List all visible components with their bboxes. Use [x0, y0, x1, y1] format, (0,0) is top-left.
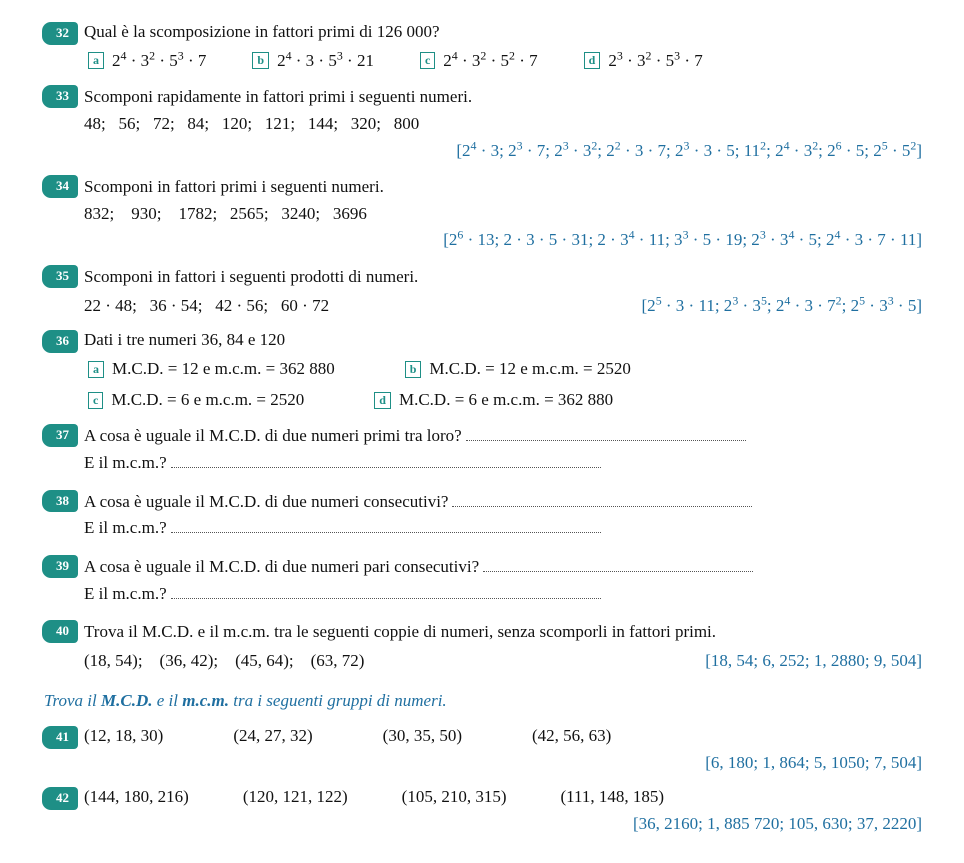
- exercise-number: 39: [42, 555, 78, 578]
- choice-c[interactable]: c M.C.D. = 6 e m.c.m. = 2520: [88, 388, 304, 413]
- exercise-number: 33: [42, 85, 78, 108]
- choice-d-text: M.C.D. = 6 e m.c.m. = 362 880: [399, 388, 613, 413]
- choice-c-text: M.C.D. = 6 e m.c.m. = 2520: [111, 388, 304, 413]
- exercise-number: 41: [42, 726, 78, 749]
- group-4: (42, 56, 63): [532, 724, 611, 749]
- choice-c-text: 24 · 32 · 52 · 7: [443, 49, 537, 74]
- choice-b[interactable]: b M.C.D. = 12 e m.c.m. = 2520: [405, 357, 631, 382]
- answers: [25 · 3 · 11; 23 · 35; 24 · 3 · 72; 25 ·…: [642, 294, 922, 319]
- choices: a 24 · 32 · 53 · 7 b 24 · 3 · 53 · 21 c 24 …: [88, 49, 922, 74]
- exercise-number: 35: [42, 265, 78, 288]
- groups: (12, 18, 30) (24, 27, 32) (30, 35, 50) (…: [84, 724, 922, 749]
- choice-a[interactable]: a 24 · 32 · 53 · 7: [88, 49, 206, 74]
- exercise-32: 32 Qual è la scomposizione in fattori pr…: [42, 20, 922, 73]
- groups: (144, 180, 216) (120, 121, 122) (105, 21…: [84, 785, 922, 810]
- exercise-number: 36: [42, 330, 78, 353]
- question-line-2: E il m.c.m.?: [84, 582, 922, 607]
- answers: [18, 54; 6, 252; 1, 2880; 9, 504]: [705, 649, 922, 674]
- question-line-2: E il m.c.m.?: [84, 451, 922, 476]
- question-line-1: A cosa è uguale il M.C.D. di due numeri …: [84, 555, 922, 580]
- blank-line[interactable]: [483, 556, 753, 572]
- exercise-number: 38: [42, 490, 78, 513]
- blank-line[interactable]: [171, 452, 601, 468]
- number-list: (18, 54); (36, 42); (45, 64); (63, 72): [84, 649, 364, 674]
- exercise-37: 37 A cosa è uguale il M.C.D. di due nume…: [42, 422, 922, 477]
- answers: [24 · 3; 23 · 7; 23 · 32; 22 · 3 · 7; 23…: [84, 139, 922, 164]
- exercise-40: 40 Trova il M.C.D. e il m.c.m. tra le se…: [42, 618, 922, 673]
- letter-d: d: [374, 392, 391, 409]
- exercise-number: 32: [42, 22, 78, 45]
- group-1: (12, 18, 30): [84, 724, 163, 749]
- question-line-2: E il m.c.m.?: [84, 516, 922, 541]
- group-3: (105, 210, 315): [402, 785, 507, 810]
- group-4: (111, 148, 185): [560, 785, 664, 810]
- prompt: Scomponi in fattori i seguenti prodotti …: [84, 265, 922, 290]
- blank-line[interactable]: [452, 490, 752, 506]
- exercise-34: 34 Scomponi in fattori primi i seguenti …: [42, 173, 922, 253]
- prompt: Scomponi in fattori primi i seguenti num…: [84, 175, 922, 200]
- choice-d[interactable]: d 23 · 32 · 53 · 7: [584, 49, 703, 74]
- number-list: 832; 930; 1782; 2565; 3240; 3696: [84, 202, 922, 227]
- exercise-38: 38 A cosa è uguale il M.C.D. di due nume…: [42, 488, 922, 543]
- prompt: Scomponi rapidamente in fattori primi i …: [84, 85, 922, 110]
- prompt: Qual è la scomposizione in fattori primi…: [84, 20, 922, 45]
- answers: [6, 180; 1, 864; 5, 1050; 7, 504]: [84, 751, 922, 776]
- exercise-number: 42: [42, 787, 78, 810]
- answers: [26 · 13; 2 · 3 · 5 · 31; 2 · 34 · 11; 3…: [84, 228, 922, 253]
- letter-a: a: [88, 361, 104, 378]
- exercise-39: 39 A cosa è uguale il M.C.D. di due nume…: [42, 553, 922, 608]
- exercise-number: 34: [42, 175, 78, 198]
- question-line-1: A cosa è uguale il M.C.D. di due numeri …: [84, 490, 922, 515]
- letter-b: b: [252, 52, 269, 69]
- exercise-33: 33 Scomponi rapidamente in fattori primi…: [42, 83, 922, 163]
- group-2: (24, 27, 32): [233, 724, 312, 749]
- exercise-41: 41 (12, 18, 30) (24, 27, 32) (30, 35, 50…: [42, 724, 922, 775]
- section-title: Trova il M.C.D. e il m.c.m. tra i seguen…: [44, 689, 922, 714]
- exercise-number: 40: [42, 620, 78, 643]
- blank-line[interactable]: [171, 517, 601, 533]
- blank-line[interactable]: [466, 425, 746, 441]
- exercise-36: 36 Dati i tre numeri 36, 84 e 120 a M.C.D…: [42, 328, 922, 412]
- prompt: Dati i tre numeri 36, 84 e 120: [84, 328, 922, 353]
- letter-b: b: [405, 361, 422, 378]
- exercise-number: 37: [42, 424, 78, 447]
- number-list: 22 · 48; 36 · 54; 42 · 56; 60 · 72: [84, 294, 329, 319]
- blank-line[interactable]: [171, 582, 601, 598]
- letter-a: a: [88, 52, 104, 69]
- exercise-42: 42 (144, 180, 216) (120, 121, 122) (105,…: [42, 785, 922, 836]
- choice-a-text: 24 · 32 · 53 · 7: [112, 49, 206, 74]
- choice-b-text: 24 · 3 · 53 · 21: [277, 49, 374, 74]
- choice-d-text: 23 · 32 · 53 · 7: [608, 49, 702, 74]
- choice-a-text: M.C.D. = 12 e m.c.m. = 362 880: [112, 357, 335, 382]
- answers: [36, 2160; 1, 885 720; 105, 630; 37, 222…: [84, 812, 922, 837]
- group-2: (120, 121, 122): [243, 785, 348, 810]
- letter-d: d: [584, 52, 601, 69]
- choice-b[interactable]: b 24 · 3 · 53 · 21: [252, 49, 374, 74]
- choice-c[interactable]: c 24 · 32 · 52 · 7: [420, 49, 538, 74]
- choice-b-text: M.C.D. = 12 e m.c.m. = 2520: [429, 357, 630, 382]
- group-1: (144, 180, 216): [84, 785, 189, 810]
- question-line-1: A cosa è uguale il M.C.D. di due numeri …: [84, 424, 922, 449]
- letter-c: c: [420, 52, 435, 69]
- exercise-35: 35 Scomponi in fattori i seguenti prodot…: [42, 263, 922, 318]
- prompt: Trova il M.C.D. e il m.c.m. tra le segue…: [84, 620, 922, 645]
- number-list: 48; 56; 72; 84; 120; 121; 144; 320; 800: [84, 112, 922, 137]
- choice-a[interactable]: a M.C.D. = 12 e m.c.m. = 362 880: [88, 357, 335, 382]
- choices: a M.C.D. = 12 e m.c.m. = 362 880 b M.C.D. …: [88, 357, 848, 412]
- group-3: (30, 35, 50): [383, 724, 462, 749]
- choice-d[interactable]: d M.C.D. = 6 e m.c.m. = 362 880: [374, 388, 613, 413]
- letter-c: c: [88, 392, 103, 409]
